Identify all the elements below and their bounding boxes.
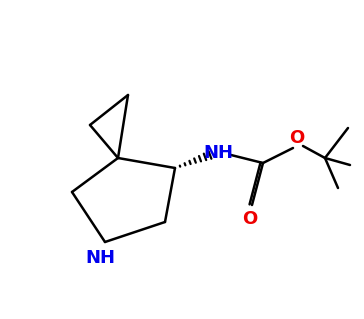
Text: O: O (242, 210, 258, 228)
Text: O: O (289, 129, 305, 147)
Text: NH: NH (203, 144, 233, 162)
Text: NH: NH (85, 249, 115, 267)
